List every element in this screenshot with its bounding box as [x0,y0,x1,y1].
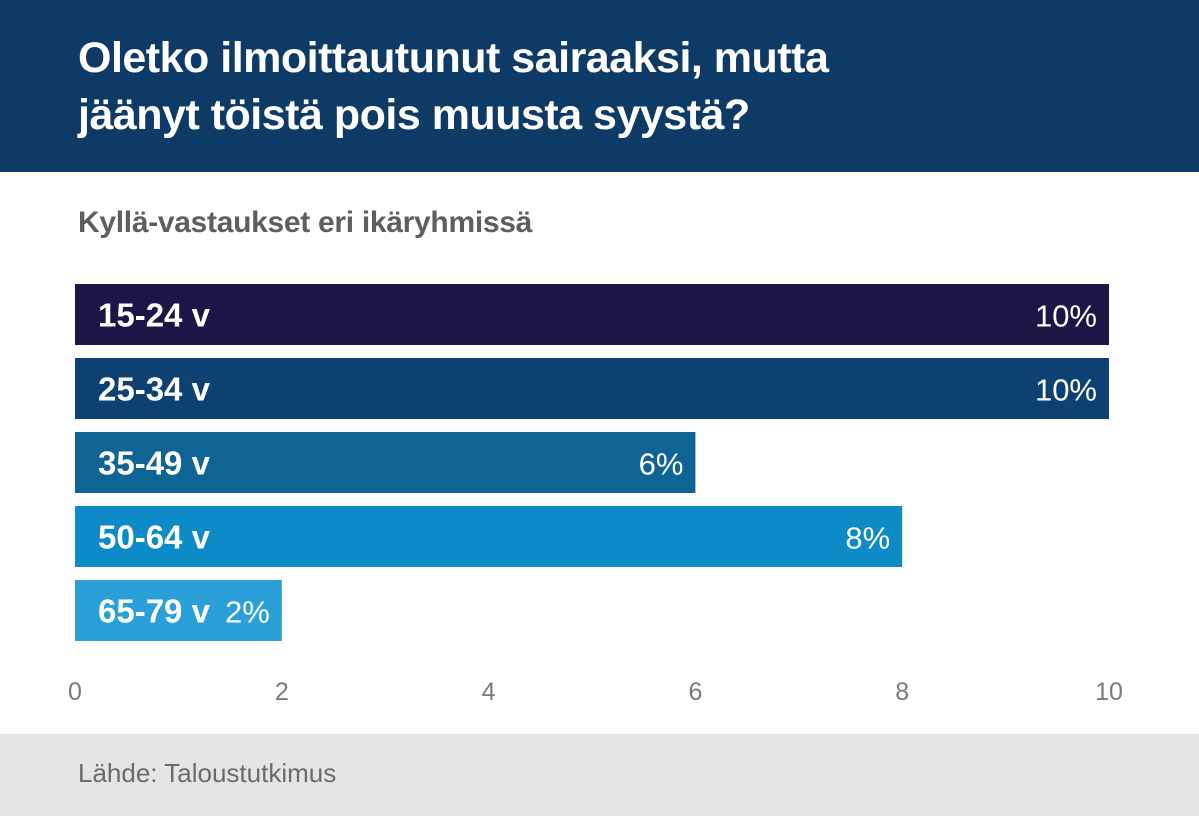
x-tick-label: 6 [688,678,702,706]
value-label: 2% [225,595,270,630]
category-label: 65-79 v [98,593,211,630]
chart-header: Oletko ilmoittautunut sairaaksi, mutta j… [0,0,1199,172]
x-tick-label: 2 [275,678,289,706]
category-label: 50-64 v [98,519,211,556]
bar-65-79-v [75,580,282,641]
chart-title-line-1: Oletko ilmoittautunut sairaaksi, mutta [78,34,829,82]
chart-title-line-2: jäänyt töistä pois muusta syystä? [78,91,750,139]
category-label: 25-34 v [98,371,211,408]
bar-50-64-v [75,506,903,567]
bar-25-34-v [75,358,1109,419]
value-label: 10% [1035,373,1097,408]
x-tick-label: 10 [1095,678,1123,706]
chart-subtitle: Kyllä-vastaukset eri ikäryhmissä [78,206,533,239]
x-tick-label: 0 [68,678,82,706]
value-label: 8% [845,521,890,556]
x-tick-label: 8 [895,678,909,706]
bar-35-49-v [75,432,696,493]
source-note: Lähde: Taloustutkimus [78,758,337,788]
category-label: 35-49 v [98,445,211,482]
chart-footer [0,734,1199,816]
x-tick-label: 4 [482,678,496,706]
value-label: 10% [1035,299,1097,334]
category-label: 15-24 v [98,297,211,334]
bar-chart: 15-24 v 10% 25-34 v 10% 35-49 v 6% 50-64 v 8% 65… [68,284,1123,706]
chart-title: Oletko ilmoittautunut sairaaksi, mutta j… [78,30,1138,144]
value-label: 6% [639,447,684,482]
bar-15-24-v [75,284,1109,345]
